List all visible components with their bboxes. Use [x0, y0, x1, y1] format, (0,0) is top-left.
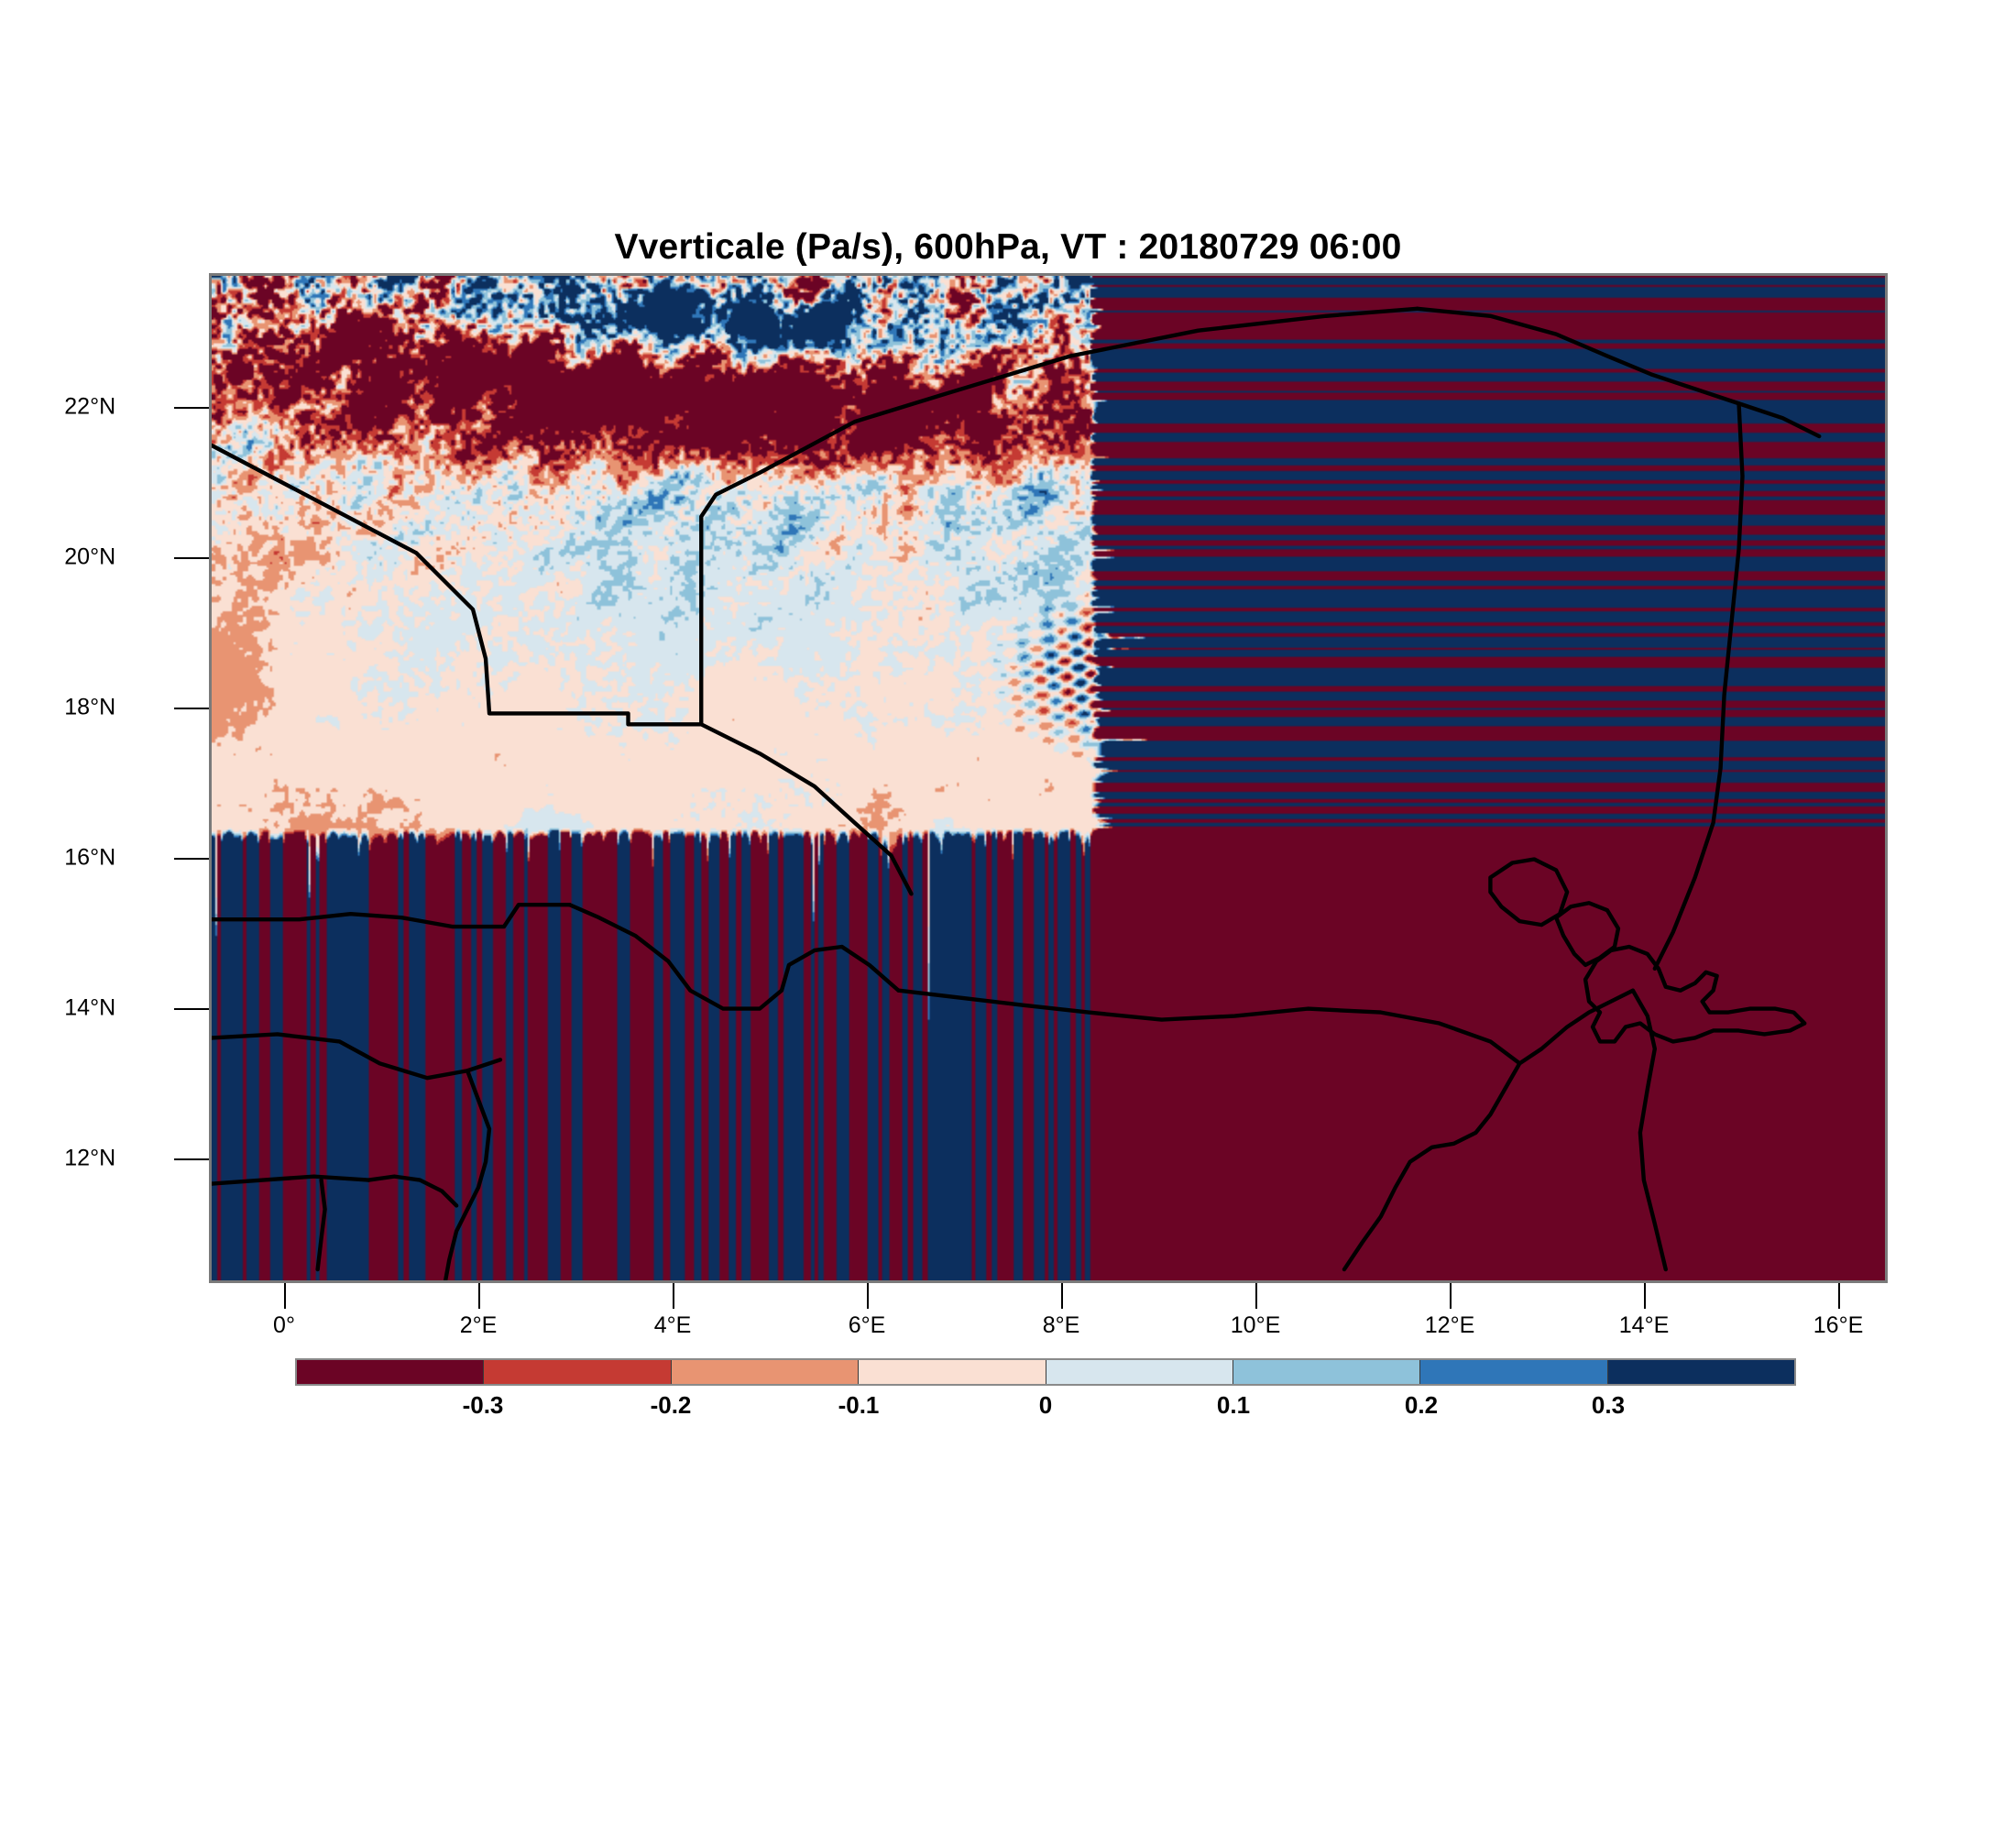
- colorbar-label-3: 0: [1038, 1391, 1053, 1419]
- y-tick-4: [174, 1008, 209, 1010]
- y-tick-3: [174, 858, 209, 860]
- colorbar-band-4: [1046, 1360, 1233, 1384]
- x-tick-1: [478, 1283, 480, 1309]
- x-tick-label-5: 10°E: [1230, 1312, 1281, 1338]
- colorbar-band-0: [297, 1360, 485, 1384]
- y-tick-label-2: 18°N: [64, 694, 116, 720]
- colorbar-band-5: [1233, 1360, 1421, 1384]
- colorbar-label-1: -0.2: [650, 1391, 692, 1419]
- colorbar: [295, 1358, 1796, 1386]
- colorbar-band-2: [671, 1360, 860, 1384]
- colorbar-label-4: 0.1: [1216, 1391, 1251, 1419]
- colorbar-label-5: 0.2: [1404, 1391, 1439, 1419]
- y-tick-label-3: 16°N: [64, 844, 116, 871]
- map-plot-area: [209, 273, 1888, 1283]
- x-tick-label-4: 8°E: [1042, 1312, 1080, 1338]
- x-tick-label-2: 4°E: [653, 1312, 692, 1338]
- colorbar-band-3: [859, 1360, 1046, 1384]
- x-tick-8: [1838, 1283, 1840, 1309]
- vertical-velocity-field: [212, 276, 1885, 1280]
- x-tick-label-6: 12°E: [1424, 1312, 1475, 1338]
- page-title: Vverticale (Pa/s), 600hPa, VT : 20180729…: [614, 227, 1402, 267]
- x-tick-0: [284, 1283, 286, 1309]
- colorbar-band-7: [1607, 1360, 1794, 1384]
- x-tick-7: [1644, 1283, 1646, 1309]
- x-tick-6: [1450, 1283, 1452, 1309]
- y-tick-2: [174, 708, 209, 709]
- colorbar-label-2: -0.1: [838, 1391, 880, 1419]
- y-tick-0: [174, 407, 209, 409]
- x-tick-label-8: 16°E: [1813, 1312, 1864, 1338]
- y-tick-5: [174, 1158, 209, 1160]
- y-tick-label-4: 14°N: [64, 994, 116, 1021]
- y-tick-label-5: 12°N: [64, 1145, 116, 1171]
- x-tick-label-1: 2°E: [459, 1312, 498, 1338]
- x-tick-label-0: 0°: [273, 1312, 295, 1338]
- x-tick-label-3: 6°E: [848, 1312, 886, 1338]
- colorbar-band-1: [484, 1360, 672, 1384]
- y-tick-1: [174, 557, 209, 559]
- colorbar-label-6: 0.3: [1591, 1391, 1626, 1419]
- y-tick-label-0: 22°N: [64, 393, 116, 420]
- x-tick-4: [1061, 1283, 1063, 1309]
- x-tick-2: [673, 1283, 674, 1309]
- colorbar-band-6: [1420, 1360, 1608, 1384]
- x-tick-3: [867, 1283, 869, 1309]
- country-borders-overlay: [212, 306, 1822, 1280]
- colorbar-label-0: -0.3: [462, 1391, 504, 1419]
- x-tick-label-7: 14°E: [1618, 1312, 1670, 1338]
- y-tick-label-1: 20°N: [64, 543, 116, 570]
- x-tick-5: [1255, 1283, 1257, 1309]
